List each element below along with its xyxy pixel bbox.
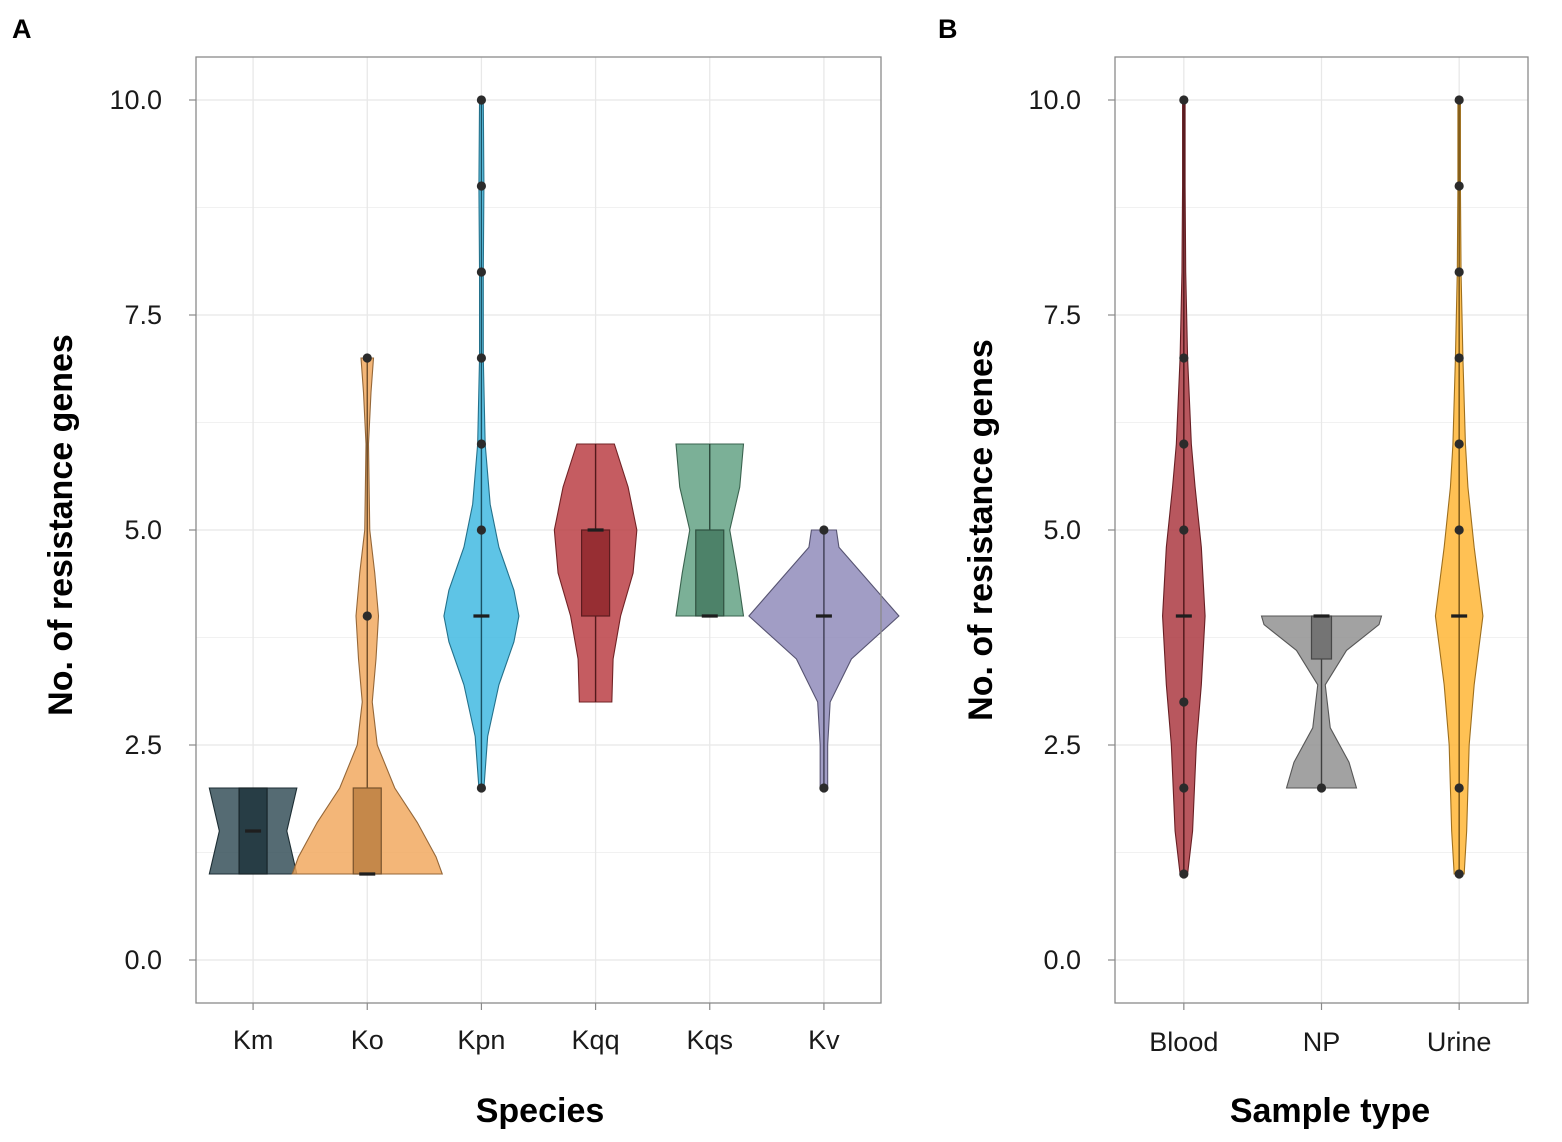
panel-b-x-axis-title: Sample type bbox=[1230, 1092, 1430, 1130]
panel-b: B 0.0 2.5 5.0 7.5 10.0 Blood NP Urine Sample ty… bbox=[938, 14, 1529, 1130]
panel-a-plot-area: 0.0 2.5 5.0 7.5 10.0 Km Ko Kpn Kqq Kqs Kv bbox=[109, 56, 900, 1055]
y-tick-label: 0.0 bbox=[124, 945, 162, 975]
data-point-kv bbox=[819, 783, 829, 793]
y-tick-label: 0.0 bbox=[1043, 945, 1081, 975]
data-point-kpn bbox=[476, 525, 487, 535]
panel-a-y-axis-title: No. of resistance genes bbox=[42, 334, 80, 716]
box-np bbox=[1310, 615, 1333, 660]
x-tick-label-kv: Kv bbox=[808, 1025, 840, 1055]
y-tick-label: 7.5 bbox=[1043, 300, 1081, 330]
x-tick-label-blood: Blood bbox=[1149, 1027, 1218, 1057]
data-point-blood bbox=[1179, 439, 1189, 449]
data-point-blood bbox=[1179, 697, 1189, 707]
panel-a-letter: A bbox=[12, 14, 32, 44]
y-tick-label: 2.5 bbox=[124, 730, 162, 760]
data-point-kpn bbox=[476, 267, 487, 277]
panel-b-letter: B bbox=[938, 14, 958, 44]
data-point-kpn bbox=[476, 181, 487, 191]
panel-border bbox=[1114, 56, 1529, 1004]
panel-b-plot-area: 0.0 2.5 5.0 7.5 10.0 Blood NP Urine bbox=[1028, 56, 1529, 1057]
data-point-blood bbox=[1179, 869, 1189, 879]
y-tick-label: 10.0 bbox=[1028, 85, 1081, 115]
data-point-blood bbox=[1179, 783, 1189, 793]
x-tick-label-km: Km bbox=[233, 1025, 274, 1055]
x-tick-label-kqs: Kqs bbox=[686, 1025, 733, 1055]
data-point-kpn bbox=[476, 783, 487, 793]
data-point-kv bbox=[819, 525, 829, 535]
x-tick-label-ko: Ko bbox=[351, 1025, 384, 1055]
panel-b-y-axis-title: No. of resistance genes bbox=[962, 339, 1000, 721]
data-point-kpn bbox=[476, 439, 487, 449]
data-point-urine bbox=[1454, 267, 1464, 277]
box-kqs bbox=[695, 529, 725, 617]
y-tick-label: 10.0 bbox=[109, 85, 162, 115]
data-point-np bbox=[1316, 783, 1327, 793]
data-point-urine bbox=[1454, 95, 1464, 105]
data-point-blood bbox=[1179, 95, 1189, 105]
y-tick-label: 5.0 bbox=[124, 515, 162, 545]
data-point-kpn bbox=[476, 95, 487, 105]
y-tick-label: 2.5 bbox=[1043, 730, 1081, 760]
data-point-blood bbox=[1179, 353, 1189, 363]
panel-a-x-axis-title: Species bbox=[476, 1092, 605, 1130]
data-point-urine bbox=[1454, 439, 1464, 449]
panel-border bbox=[195, 56, 882, 1004]
x-tick-label-kpn: Kpn bbox=[457, 1025, 505, 1055]
x-tick-label-kqq: Kqq bbox=[572, 1025, 620, 1055]
data-point-ko bbox=[362, 353, 372, 363]
data-point-urine bbox=[1454, 783, 1464, 793]
y-tick-label: 7.5 bbox=[124, 300, 162, 330]
box-ko bbox=[352, 787, 382, 875]
data-point-ko bbox=[362, 611, 372, 621]
y-tick-label: 5.0 bbox=[1043, 515, 1081, 545]
data-point-urine bbox=[1454, 181, 1464, 191]
data-point-blood bbox=[1179, 525, 1189, 535]
data-point-urine bbox=[1454, 525, 1464, 535]
box-kqq bbox=[580, 529, 611, 617]
data-point-urine bbox=[1454, 353, 1464, 363]
data-point-kpn bbox=[476, 353, 487, 363]
x-tick-label-urine: Urine bbox=[1427, 1027, 1492, 1057]
x-tick-label-np: NP bbox=[1303, 1027, 1341, 1057]
panel-a: A 0.0 2.5 5.0 7.5 10.0 Km Ko Kpn Kqq Kqs Kv Specie… bbox=[12, 14, 900, 1130]
data-point-urine bbox=[1454, 869, 1464, 879]
